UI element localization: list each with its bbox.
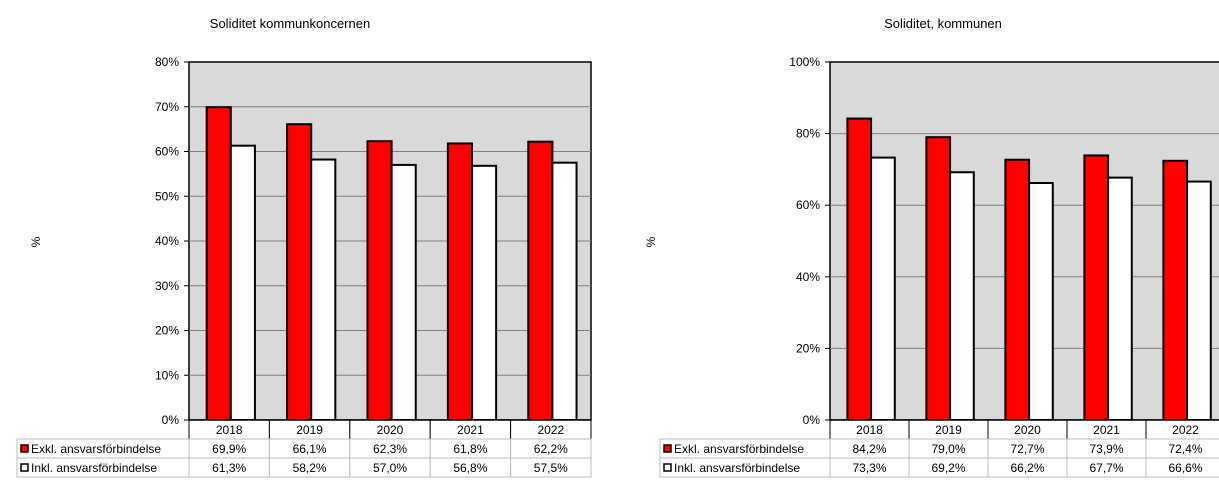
bar-exkl-2022 — [1162, 159, 1189, 421]
y-tick-label: 60% — [796, 198, 820, 212]
bar-inkl-2019 — [310, 158, 337, 421]
bar-exkl-2021 — [446, 142, 474, 421]
data-label: 57,0% — [373, 461, 407, 475]
y-tick-labels: 0% 20% 40% 60% 80% 100% — [789, 55, 830, 427]
bar-exkl-2019 — [925, 136, 952, 421]
data-table: 2018 2019 2020 2021 2022 Exkl. ansvarsförbind… — [16, 419, 592, 478]
bar-inkl-2022 — [1186, 180, 1212, 421]
table-cell — [1145, 457, 1219, 478]
x-tick-label: 2021 — [1093, 423, 1120, 437]
table-cell — [510, 457, 592, 478]
y-tick-label: 20% — [155, 324, 179, 338]
y-tick-label: 70% — [155, 100, 179, 114]
data-label: 67,7% — [1089, 461, 1123, 475]
bar-exkl-2019 — [286, 123, 313, 421]
y-tick-label: 10% — [155, 368, 179, 382]
legend-label: Exkl. ansvarsförbindelse — [674, 442, 804, 456]
data-label: 57,5% — [534, 461, 568, 475]
x-tick-label: 2021 — [457, 423, 484, 437]
chart-title: Soliditet, kommunen — [884, 16, 1002, 31]
x-tick-label: 2018 — [856, 423, 883, 437]
x-tick-label: 2018 — [216, 423, 243, 437]
bar-exkl-2018 — [846, 117, 873, 422]
bar-exkl-2021 — [1083, 154, 1110, 422]
bar-inkl-2018 — [870, 156, 896, 421]
data-label: 72,4% — [1168, 442, 1202, 456]
bar-inkl-2018 — [229, 144, 256, 421]
y-tick-labels: 0% 10% 20% 30% 40% 50% 60% 70% 80% — [155, 55, 189, 427]
x-tick-label: 2020 — [1014, 423, 1041, 437]
data-label: 72,7% — [1010, 442, 1044, 456]
y-tick-label: 80% — [155, 55, 179, 69]
data-label: 73,9% — [1089, 442, 1123, 456]
y-tick-label: 50% — [155, 189, 179, 203]
y-tick-label: 30% — [155, 279, 179, 293]
x-tick-label: 2019 — [935, 423, 962, 437]
x-tick-label: 2022 — [537, 423, 564, 437]
bars — [846, 117, 1212, 422]
legend-swatch-exkl — [663, 444, 672, 453]
data-label: 84,2% — [852, 442, 886, 456]
bar-inkl-2020 — [390, 163, 417, 421]
x-tick-label: 2020 — [377, 423, 404, 437]
data-label: 73,3% — [852, 461, 886, 475]
data-label: 62,3% — [373, 442, 407, 456]
legend-label: Exkl. ansvarsförbindelse — [31, 442, 161, 456]
data-label: 69,2% — [931, 461, 965, 475]
data-label: 61,8% — [453, 442, 487, 456]
bars — [205, 106, 578, 422]
bar-exkl-2022 — [527, 140, 554, 421]
y-axis-label: % — [644, 236, 658, 247]
bar-exkl-2020 — [1004, 158, 1031, 421]
legend-swatch-inkl — [663, 463, 672, 472]
data-label: 66,2% — [1010, 461, 1044, 475]
chart-title: Soliditet kommunkoncernen — [210, 16, 370, 31]
y-tick-label: 0% — [803, 413, 821, 427]
bar-inkl-2020 — [1028, 182, 1054, 421]
chart-kommunen: Soliditet, kommunen % 0% 20% 40% 60% 80% 100%… — [644, 16, 1219, 478]
bar-inkl-2022 — [551, 161, 578, 421]
bar-exkl-2020 — [366, 140, 393, 422]
y-tick-label: 20% — [796, 341, 820, 355]
data-label: 58,2% — [293, 461, 327, 475]
legend-swatch-exkl — [20, 444, 29, 453]
data-table: 2018 2019 2020 2021 2022 Exkl. ansvarsförbind… — [659, 419, 1219, 478]
legend-label: Inkl. ansvarsförbindelse — [674, 461, 800, 475]
y-axis-label: % — [29, 236, 43, 247]
data-label: 56,8% — [453, 461, 487, 475]
y-tick-label: 0% — [162, 413, 180, 427]
bar-inkl-2021 — [471, 164, 498, 421]
data-label: 66,1% — [293, 442, 327, 456]
data-label: 66,6% — [1168, 461, 1202, 475]
y-tick-label: 60% — [155, 145, 179, 159]
bar-exkl-2018 — [205, 106, 232, 421]
data-label: 79,0% — [931, 442, 965, 456]
x-tick-label: 2019 — [296, 423, 323, 437]
data-label: 69,9% — [212, 442, 246, 456]
x-tick-label: 2022 — [1172, 423, 1199, 437]
y-tick-label: 40% — [155, 234, 179, 248]
y-tick-label: 40% — [796, 270, 820, 284]
y-tick-label: 100% — [789, 55, 820, 69]
chart-kommunkoncernen: Soliditet kommunkoncernen % 0% 10% 20% 30% 4… — [16, 16, 592, 478]
bar-inkl-2019 — [949, 171, 975, 421]
y-tick-label: 80% — [796, 127, 820, 141]
data-label: 62,2% — [534, 442, 568, 456]
bar-inkl-2021 — [1107, 176, 1133, 421]
legend-swatch-inkl — [20, 463, 29, 472]
data-label: 61,3% — [212, 461, 246, 475]
legend-label: Inkl. ansvarsförbindelse — [31, 461, 157, 475]
